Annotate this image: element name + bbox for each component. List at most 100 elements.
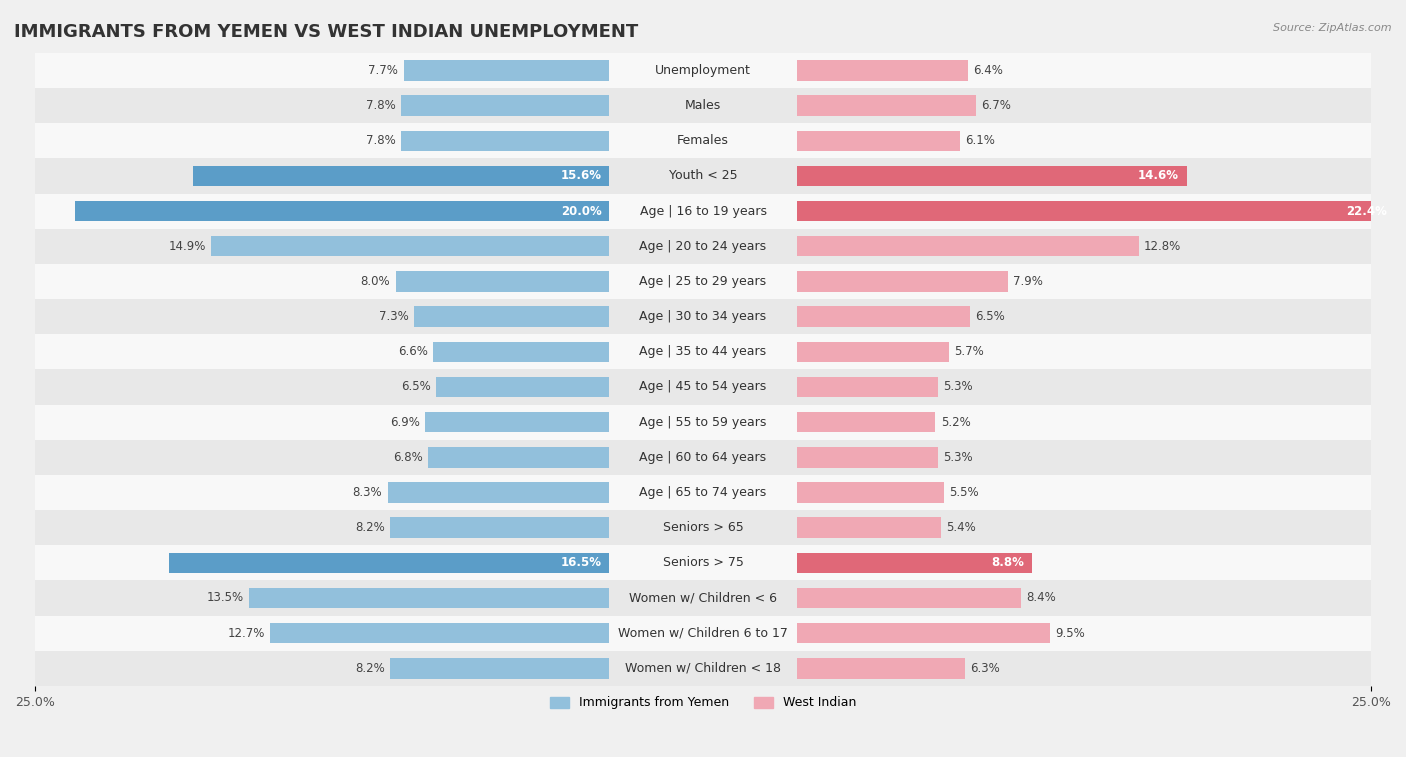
- Bar: [433, 341, 609, 362]
- Bar: [35, 158, 1371, 194]
- Text: Women w/ Children < 6: Women w/ Children < 6: [628, 591, 778, 605]
- Bar: [35, 581, 1371, 615]
- Bar: [35, 264, 1371, 299]
- Bar: [797, 271, 1008, 291]
- Bar: [797, 482, 943, 503]
- Text: Age | 65 to 74 years: Age | 65 to 74 years: [640, 486, 766, 499]
- Text: 5.3%: 5.3%: [943, 381, 973, 394]
- Bar: [388, 482, 609, 503]
- Bar: [35, 545, 1371, 581]
- Bar: [35, 440, 1371, 475]
- Text: Age | 20 to 24 years: Age | 20 to 24 years: [640, 240, 766, 253]
- Text: 8.4%: 8.4%: [1026, 591, 1056, 605]
- Bar: [35, 510, 1371, 545]
- Text: 6.3%: 6.3%: [970, 662, 1000, 674]
- Bar: [169, 553, 609, 573]
- Bar: [797, 518, 941, 537]
- Bar: [35, 88, 1371, 123]
- Bar: [35, 651, 1371, 686]
- Bar: [797, 412, 935, 432]
- Bar: [211, 236, 609, 257]
- Text: 22.4%: 22.4%: [1346, 204, 1388, 217]
- Text: Age | 35 to 44 years: Age | 35 to 44 years: [640, 345, 766, 358]
- Text: 6.7%: 6.7%: [981, 99, 1011, 112]
- Bar: [797, 341, 949, 362]
- Text: IMMIGRANTS FROM YEMEN VS WEST INDIAN UNEMPLOYMENT: IMMIGRANTS FROM YEMEN VS WEST INDIAN UNE…: [14, 23, 638, 41]
- Bar: [249, 587, 609, 608]
- Text: Age | 60 to 64 years: Age | 60 to 64 years: [640, 451, 766, 464]
- Text: 8.2%: 8.2%: [356, 521, 385, 534]
- Bar: [35, 615, 1371, 651]
- Bar: [797, 201, 1395, 221]
- Text: 20.0%: 20.0%: [561, 204, 602, 217]
- Text: Youth < 25: Youth < 25: [669, 170, 737, 182]
- Text: Source: ZipAtlas.com: Source: ZipAtlas.com: [1274, 23, 1392, 33]
- Text: 5.3%: 5.3%: [943, 451, 973, 464]
- Text: 7.8%: 7.8%: [366, 99, 395, 112]
- Text: 7.3%: 7.3%: [380, 310, 409, 323]
- Bar: [797, 658, 965, 678]
- Bar: [415, 307, 609, 327]
- Bar: [797, 623, 1050, 643]
- Bar: [404, 61, 609, 81]
- Text: 6.5%: 6.5%: [401, 381, 430, 394]
- Text: 16.5%: 16.5%: [561, 556, 602, 569]
- Text: 13.5%: 13.5%: [207, 591, 243, 605]
- Text: Women w/ Children < 18: Women w/ Children < 18: [626, 662, 780, 674]
- Bar: [797, 377, 938, 397]
- Bar: [35, 369, 1371, 404]
- Bar: [35, 404, 1371, 440]
- Bar: [797, 236, 1139, 257]
- Bar: [797, 130, 959, 151]
- Text: Age | 16 to 19 years: Age | 16 to 19 years: [640, 204, 766, 217]
- Bar: [797, 587, 1021, 608]
- Text: 7.8%: 7.8%: [366, 134, 395, 148]
- Text: 8.3%: 8.3%: [353, 486, 382, 499]
- Text: 5.5%: 5.5%: [949, 486, 979, 499]
- Bar: [797, 166, 1187, 186]
- Text: 15.6%: 15.6%: [561, 170, 602, 182]
- Text: Seniors > 75: Seniors > 75: [662, 556, 744, 569]
- Text: 7.9%: 7.9%: [1012, 275, 1043, 288]
- Text: 8.2%: 8.2%: [356, 662, 385, 674]
- Bar: [436, 377, 609, 397]
- Bar: [35, 53, 1371, 88]
- Text: 5.4%: 5.4%: [946, 521, 976, 534]
- Bar: [391, 658, 609, 678]
- Text: 12.7%: 12.7%: [228, 627, 264, 640]
- Text: 7.7%: 7.7%: [368, 64, 398, 77]
- Bar: [35, 123, 1371, 158]
- Bar: [797, 553, 1032, 573]
- Bar: [270, 623, 609, 643]
- Bar: [395, 271, 609, 291]
- Bar: [425, 412, 609, 432]
- Bar: [35, 475, 1371, 510]
- Text: Age | 45 to 54 years: Age | 45 to 54 years: [640, 381, 766, 394]
- Bar: [797, 307, 970, 327]
- Text: Seniors > 65: Seniors > 65: [662, 521, 744, 534]
- Bar: [35, 194, 1371, 229]
- Text: 12.8%: 12.8%: [1144, 240, 1181, 253]
- Text: Age | 55 to 59 years: Age | 55 to 59 years: [640, 416, 766, 428]
- Text: Males: Males: [685, 99, 721, 112]
- Bar: [35, 334, 1371, 369]
- Text: Age | 30 to 34 years: Age | 30 to 34 years: [640, 310, 766, 323]
- Text: 14.6%: 14.6%: [1137, 170, 1178, 182]
- Bar: [35, 229, 1371, 264]
- Legend: Immigrants from Yemen, West Indian: Immigrants from Yemen, West Indian: [546, 691, 860, 715]
- Bar: [797, 447, 938, 468]
- Text: 6.8%: 6.8%: [392, 451, 422, 464]
- Text: 8.0%: 8.0%: [361, 275, 391, 288]
- Bar: [797, 61, 967, 81]
- Text: 6.9%: 6.9%: [389, 416, 420, 428]
- Bar: [401, 130, 609, 151]
- Bar: [427, 447, 609, 468]
- Bar: [35, 299, 1371, 334]
- Text: 9.5%: 9.5%: [1056, 627, 1085, 640]
- Text: Females: Females: [678, 134, 728, 148]
- Text: 14.9%: 14.9%: [169, 240, 205, 253]
- Text: 6.1%: 6.1%: [965, 134, 995, 148]
- Bar: [401, 95, 609, 116]
- Bar: [75, 201, 609, 221]
- Text: 6.4%: 6.4%: [973, 64, 1002, 77]
